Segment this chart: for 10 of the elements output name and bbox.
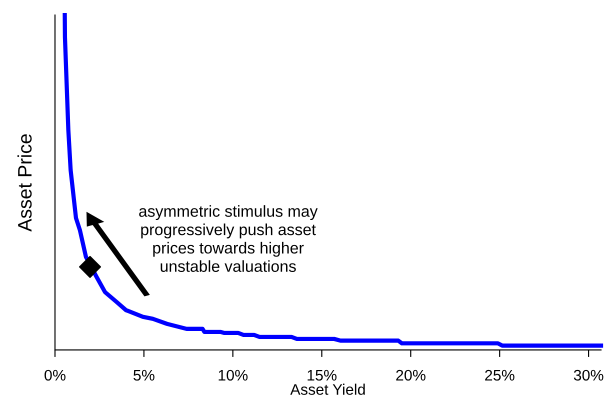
y-axis-title: Asset Price: [17, 134, 32, 232]
x-tick-label: 0%: [44, 370, 66, 381]
x-tick-label: 15%: [308, 370, 337, 381]
annotation: asymmetric stimulus may progressively push asset prices towards higher unstable valuations: [139, 205, 318, 272]
x-tick-label: 10%: [218, 370, 248, 381]
x-tick-label: 20%: [396, 370, 426, 381]
x-tick-label: 5%: [133, 370, 154, 381]
x-tick-label: 25%: [485, 370, 514, 381]
x-axis-title: Asset Yield: [290, 384, 365, 395]
x-tick-label: 30%: [574, 370, 604, 381]
